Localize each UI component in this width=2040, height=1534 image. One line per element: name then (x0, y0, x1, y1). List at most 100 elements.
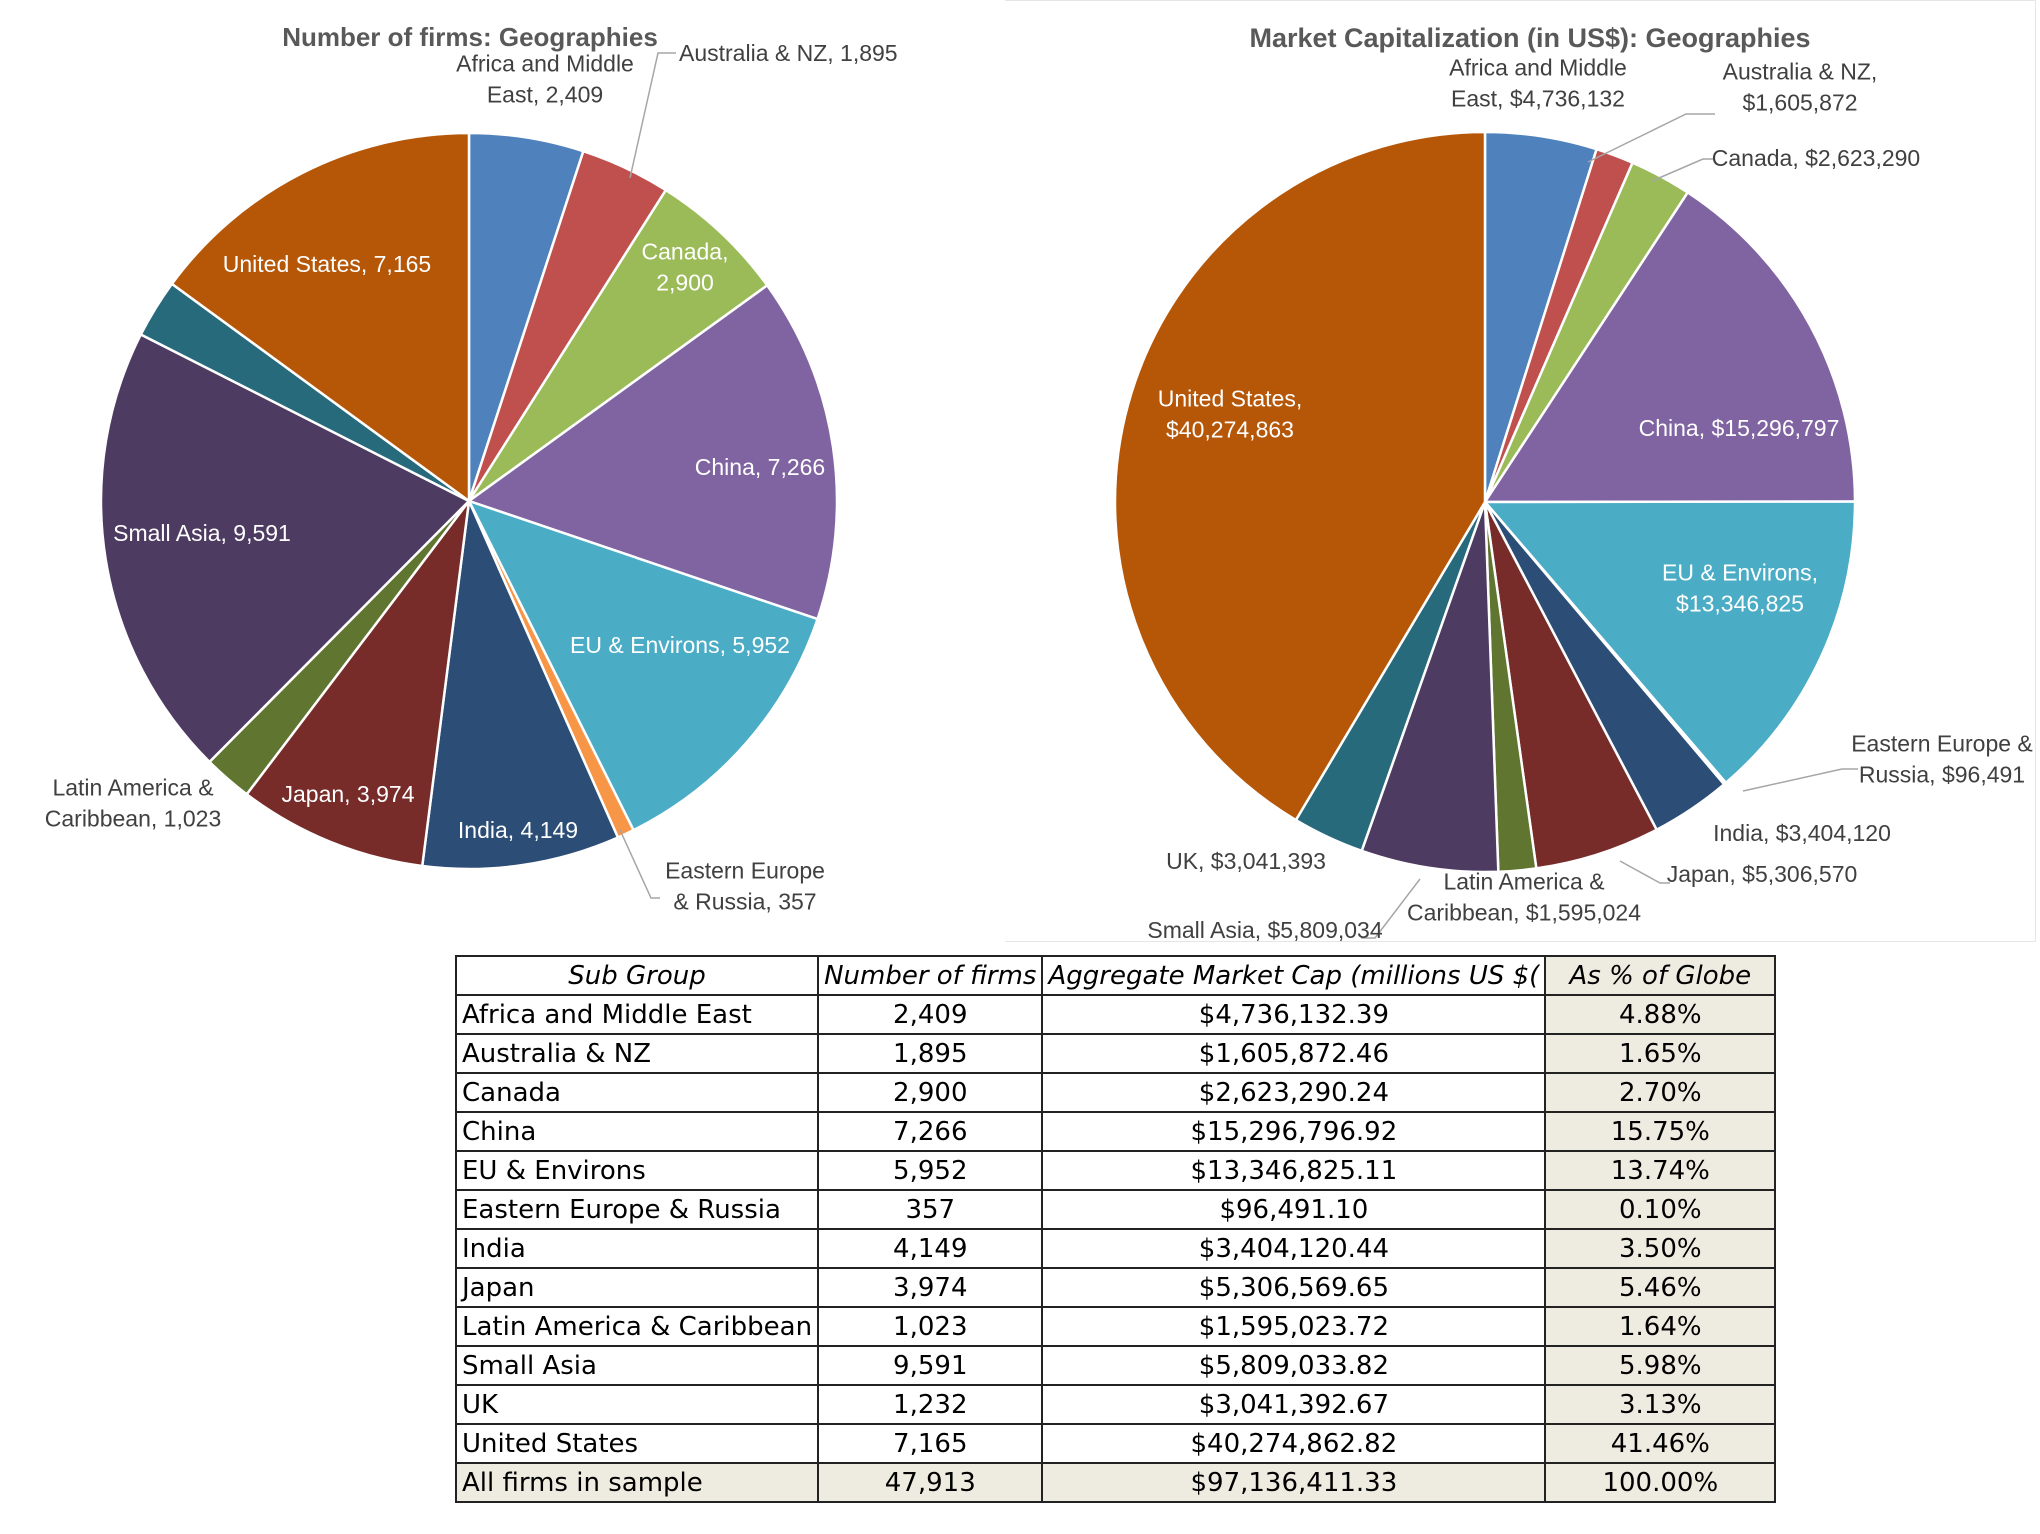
table-cell: 15.75% (1544, 1111, 1777, 1152)
table-cell: 1,023 (817, 1306, 1044, 1347)
data-label: Australia & NZ, $1,605,872 (1723, 59, 1878, 116)
firms-pie-svg: Number of firms: Geographies Africa and … (45, 22, 898, 915)
table-cell: EU & Environs (454, 1150, 820, 1191)
table-cell: 2,409 (817, 994, 1044, 1035)
table-cell: 4,149 (817, 1228, 1044, 1269)
data-label: Eastern Europe & Russia, 357 (665, 858, 825, 915)
data-label: Eastern Europe & Russia, $96,491 (1851, 731, 2033, 788)
data-label: Small Asia, $5,809,034 (1147, 917, 1382, 941)
table-row: Japan 3,974 $5,306,569.65 5.46% (454, 1267, 1777, 1308)
table-cell: $5,809,033.82 (1041, 1345, 1547, 1386)
pie-slice (467, 188, 769, 503)
table-cell: $3,041,392.67 (1041, 1384, 1547, 1425)
table-row: Canada 2,900 $2,623,290.24 2.70% (454, 1072, 1777, 1113)
table-row: Australia & NZ 1,895 $1,605,872.46 1.65% (454, 1033, 1777, 1074)
data-label: Canada, 2,900 (642, 239, 729, 296)
pie-slice (170, 131, 471, 503)
leader-line (1619, 860, 1670, 884)
geographies-table-wrap: Sub Group Number of firms Aggregate Mark… (454, 955, 1777, 1503)
pie-slice (467, 499, 819, 832)
leader-line (1587, 113, 1715, 163)
data-label: Japan, 3,974 (281, 781, 414, 807)
slice-labels: Africa and Middle East, 2,409 Australia & … (45, 40, 898, 915)
table-cell: $96,491.10 (1041, 1189, 1547, 1230)
column-header: Aggregate Market Cap (millions US $( (1041, 955, 1547, 996)
table-cell: UK (454, 1384, 820, 1425)
table-cell: 3.13% (1544, 1384, 1777, 1425)
table-cell: $13,346,825.11 (1041, 1150, 1547, 1191)
table-row: Latin America & Caribbean 1,023 $1,595,023… (454, 1306, 1777, 1347)
data-label: Latin America & Caribbean, 1,023 (45, 775, 221, 832)
table-total-row: All firms in sample 47,913 $97,136,411.33 1… (454, 1462, 1777, 1503)
market-cap-pie-chart: Market Capitalization (in US$): Geograph… (1005, 0, 2036, 942)
table-cell: China (454, 1111, 820, 1152)
table-row: Africa and Middle East 2,409 $4,736,132.39… (454, 994, 1777, 1035)
firms-pie-chart: Number of firms: Geographies Africa and … (0, 0, 1000, 940)
data-label: Latin America & Caribbean, $1,595,024 (1407, 869, 1641, 926)
table-cell: 3.50% (1544, 1228, 1777, 1269)
leader-line (629, 52, 676, 179)
pie-slice (1483, 500, 1857, 785)
table-cell: $5,306,569.65 (1041, 1267, 1547, 1308)
data-label: China, 7,266 (695, 454, 825, 480)
data-label: Australia & NZ, 1,895 (679, 40, 898, 66)
data-label: Small Asia, 9,591 (113, 520, 291, 546)
column-header: Sub Group (454, 955, 820, 996)
table-cell: $97,136,411.33 (1041, 1462, 1547, 1503)
table-cell: 7,266 (817, 1111, 1044, 1152)
table-cell: 9,591 (817, 1345, 1044, 1386)
table-row: EU & Environs 5,952 $13,346,825.11 13.74% (454, 1150, 1777, 1191)
data-label: United States, $40,274,863 (1158, 386, 1302, 443)
table-cell: Canada (454, 1072, 820, 1113)
table-cell: United States (454, 1423, 820, 1464)
table-cell: 1.64% (1544, 1306, 1777, 1347)
table-header-row: Sub Group Number of firms Aggregate Mark… (454, 955, 1777, 996)
table-cell: 1,232 (817, 1384, 1044, 1425)
table-cell: 7,165 (817, 1423, 1044, 1464)
table-cell: 1.65% (1544, 1033, 1777, 1074)
table-cell: $15,296,796.92 (1041, 1111, 1547, 1152)
table-cell: $2,623,290.24 (1041, 1072, 1547, 1113)
data-label: Africa and Middle East, 2,409 (456, 51, 634, 108)
data-label: Africa and Middle East, $4,736,132 (1449, 55, 1627, 112)
data-label: EU & Environs, 5,952 (570, 632, 790, 658)
table-cell: Australia & NZ (454, 1033, 820, 1074)
table-cell: Japan (454, 1267, 820, 1308)
chart-title: Number of firms: Geographies (282, 22, 658, 52)
column-header: Number of firms (817, 955, 1044, 996)
table-cell: 0.10% (1544, 1189, 1777, 1230)
pie-slice (1483, 191, 1857, 504)
table-row: Small Asia 9,591 $5,809,033.82 5.98% (454, 1345, 1777, 1386)
table-cell: 47,913 (817, 1462, 1044, 1503)
leader-line (1361, 878, 1421, 939)
table-cell: 357 (817, 1189, 1044, 1230)
leader-line (619, 829, 660, 899)
pie-slice (467, 284, 839, 621)
table-cell: Latin America & Caribbean (454, 1306, 820, 1347)
table-cell: 5.46% (1544, 1267, 1777, 1308)
chart-title: Market Capitalization (in US$): Geograph… (1249, 23, 1810, 53)
pie-slice (99, 333, 471, 764)
table-cell: 5.98% (1544, 1345, 1777, 1386)
data-label: United States, 7,165 (223, 251, 431, 277)
table-cell: $40,274,862.82 (1041, 1423, 1547, 1464)
table-cell: Africa and Middle East (454, 994, 820, 1035)
table-cell: $1,595,023.72 (1041, 1306, 1547, 1347)
pie-slice (1113, 130, 1487, 822)
table-cell: 2.70% (1544, 1072, 1777, 1113)
table-cell: $1,605,872.46 (1041, 1033, 1547, 1074)
table-cell: 3,974 (817, 1267, 1044, 1308)
data-label: EU & Environs, $13,346,825 (1662, 560, 1818, 617)
table-cell: Small Asia (454, 1345, 820, 1386)
table-cell: Eastern Europe & Russia (454, 1189, 820, 1230)
slice-labels: Africa and Middle East, $4,736,132 Austral… (1147, 55, 2032, 942)
pie-slice (245, 499, 471, 868)
table-cell: 5,952 (817, 1150, 1044, 1191)
data-label: India, $3,404,120 (1713, 820, 1891, 846)
table-body: Africa and Middle East 2,409 $4,736,132.39… (454, 994, 1777, 1503)
table-row: United States 7,165 $40,274,862.82 41.46% (454, 1423, 1777, 1464)
geographies-table: Sub Group Number of firms Aggregate Mark… (454, 955, 1777, 1503)
data-label: Japan, $5,306,570 (1667, 861, 1858, 887)
data-label: India, 4,149 (458, 817, 578, 843)
table-cell: 41.46% (1544, 1423, 1777, 1464)
